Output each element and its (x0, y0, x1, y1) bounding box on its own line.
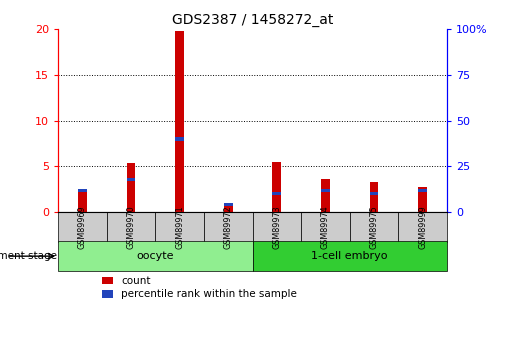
Bar (107, 212, 156, 241)
Bar (127, 163, 135, 212)
Bar (252, 241, 447, 271)
Legend: count, percentile rank within the sample: count, percentile rank within the sample (102, 276, 297, 299)
Bar (301, 212, 350, 241)
Text: GSM89972: GSM89972 (224, 205, 233, 249)
Bar (58, 241, 252, 271)
Text: GSM89971: GSM89971 (175, 205, 184, 249)
Bar (398, 212, 447, 241)
Bar (272, 162, 281, 212)
Bar (350, 212, 398, 241)
Title: GDS2387 / 1458272_at: GDS2387 / 1458272_at (172, 13, 333, 27)
Text: GSM89969: GSM89969 (78, 205, 87, 249)
Bar (370, 182, 378, 212)
Text: GSM89973: GSM89973 (272, 205, 281, 249)
Bar (252, 212, 301, 241)
Text: oocyte: oocyte (136, 251, 174, 261)
Bar (418, 189, 427, 192)
Text: development stage: development stage (0, 251, 57, 261)
Bar (127, 178, 135, 181)
Text: 1-cell embryo: 1-cell embryo (312, 251, 388, 261)
Bar (58, 212, 107, 241)
Bar (370, 192, 378, 196)
Text: GSM89975: GSM89975 (370, 205, 379, 249)
Bar (272, 192, 281, 196)
Bar (204, 212, 252, 241)
Text: GSM89999: GSM89999 (418, 205, 427, 249)
Bar (156, 212, 204, 241)
Bar (78, 189, 87, 192)
Text: GSM89974: GSM89974 (321, 205, 330, 249)
Bar (321, 189, 330, 192)
Bar (175, 31, 184, 212)
Bar (418, 187, 427, 212)
Bar (321, 179, 330, 212)
Bar (224, 203, 233, 212)
Bar (175, 137, 184, 141)
Bar (224, 203, 233, 206)
Bar (78, 191, 87, 212)
Text: GSM89970: GSM89970 (126, 205, 135, 249)
